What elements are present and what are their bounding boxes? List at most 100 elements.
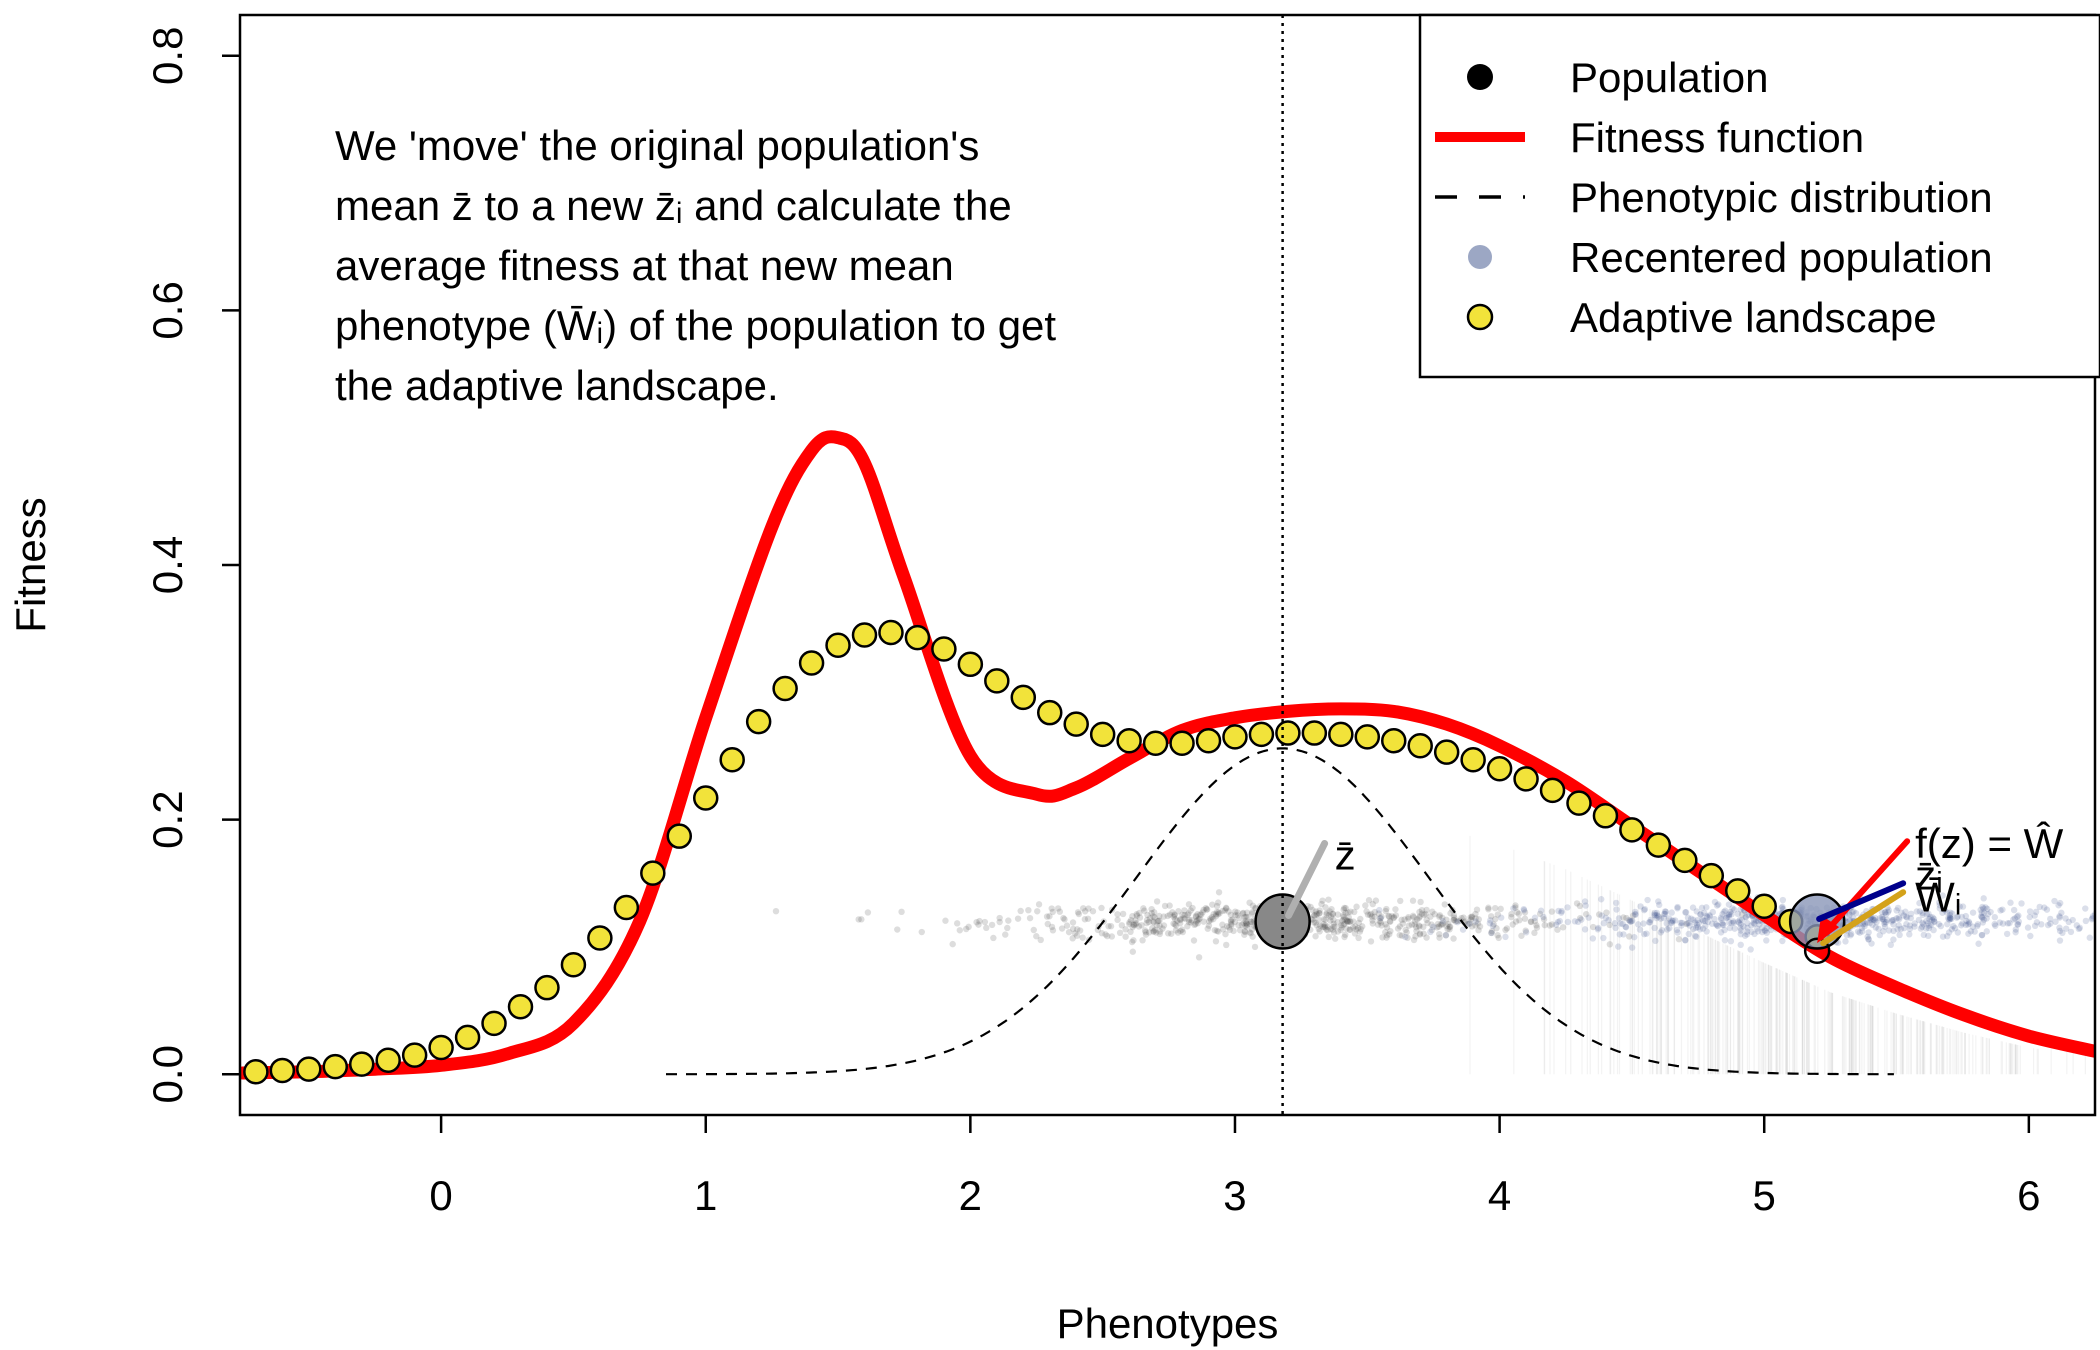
population-point xyxy=(1114,916,1121,924)
x-tick-label: 0 xyxy=(429,1172,452,1219)
recentered-point xyxy=(1721,926,1728,934)
population-point xyxy=(858,916,865,923)
recentered-point xyxy=(1983,928,1990,935)
recentered-point xyxy=(1652,937,1659,945)
population-point xyxy=(1156,928,1164,935)
population-point xyxy=(1169,909,1176,916)
population-point xyxy=(1405,922,1413,929)
recentered-point xyxy=(1911,920,1918,927)
population-point xyxy=(1316,910,1323,917)
recentered-point xyxy=(1555,907,1562,915)
population-point xyxy=(1231,918,1239,926)
population-point xyxy=(1246,920,1254,928)
population-point xyxy=(1034,908,1041,915)
recentered-point xyxy=(1655,901,1663,909)
fitness-function-line xyxy=(240,430,2095,1080)
recentered-point xyxy=(2088,916,2095,923)
recentered-point xyxy=(1946,915,1954,923)
population-point xyxy=(1231,908,1239,915)
adaptive-landscape-point xyxy=(507,994,534,1020)
recentered-point xyxy=(1666,924,1673,932)
recentered-point xyxy=(1706,913,1713,920)
recentered-point xyxy=(1717,916,1725,923)
legend-label: Adaptive landscape xyxy=(1570,294,1937,341)
recentered-point xyxy=(1632,911,1639,919)
legend-box xyxy=(1418,13,2100,379)
recentered-point xyxy=(1882,908,1889,916)
population-point xyxy=(1472,915,1479,922)
population-point xyxy=(1319,897,1326,904)
population-point xyxy=(1327,913,1335,921)
recentered-point xyxy=(2056,899,2064,907)
recentered-point xyxy=(1634,921,1642,928)
recentered-point xyxy=(1751,920,1758,928)
population-point xyxy=(1150,919,1157,926)
population-point xyxy=(1108,933,1116,940)
population-point xyxy=(1174,917,1181,924)
recentered-point xyxy=(2047,915,2054,923)
x-tick-label: 4 xyxy=(1488,1172,1511,1219)
population-point xyxy=(1329,910,1336,918)
population-point xyxy=(1227,917,1235,924)
recentered-point xyxy=(1728,911,1735,918)
population-point xyxy=(1177,916,1184,924)
y-axis-title: Fitness xyxy=(7,497,54,632)
recentered-point xyxy=(1865,935,1872,943)
population-point xyxy=(1136,909,1143,917)
population-point xyxy=(1014,915,1022,922)
recentered-point xyxy=(1741,932,1749,939)
recentered-point xyxy=(1612,924,1619,932)
population-point xyxy=(1242,922,1249,930)
wbar-i-label: W̄ᵢ xyxy=(1915,873,1961,920)
recentered-point xyxy=(1684,914,1692,921)
population-point xyxy=(1168,930,1175,937)
population-point xyxy=(1626,917,1634,924)
population-point xyxy=(1207,915,1214,922)
recentered-point xyxy=(1701,909,1708,917)
recentered-point xyxy=(1992,922,1999,929)
adaptive-landscape-point xyxy=(1407,733,1433,759)
adaptive-landscape-point xyxy=(613,894,640,921)
recentered-point xyxy=(1903,913,1910,920)
population-point xyxy=(1164,912,1171,920)
recentered-point xyxy=(1982,904,1989,911)
population-point xyxy=(1497,905,1504,913)
population-point xyxy=(1362,902,1369,909)
recentered-point xyxy=(1651,909,1658,917)
recentered-point xyxy=(1894,926,1901,933)
recentered-point xyxy=(1725,901,1733,908)
population-point xyxy=(1240,919,1247,927)
recentered-point xyxy=(1520,905,1527,913)
zbar-i-arrow xyxy=(1816,880,1907,922)
population-point xyxy=(1398,932,1406,939)
population-point xyxy=(1142,928,1149,936)
population-point xyxy=(1390,914,1397,922)
fz-arrow-head xyxy=(1817,915,1840,944)
population-point xyxy=(1546,922,1553,929)
recentered-point xyxy=(2015,912,2022,919)
recentered-point xyxy=(1472,918,1479,925)
population-point xyxy=(1128,938,1136,946)
population-point xyxy=(1357,915,1364,923)
population-point xyxy=(1372,897,1380,904)
population-point xyxy=(1104,932,1111,940)
population-point xyxy=(1320,921,1327,928)
recentered-point xyxy=(1971,928,1978,935)
recentered-point xyxy=(1693,933,1700,941)
fz-arrow xyxy=(1818,838,1911,941)
adaptive-landscape-point xyxy=(957,651,984,678)
population-point xyxy=(1340,916,1347,923)
population-point xyxy=(1116,929,1124,937)
population-point xyxy=(1312,933,1319,940)
population-point xyxy=(1156,922,1163,929)
annotation-line: mean z̄ to a new z̄ᵢ and calculate the xyxy=(335,182,1012,229)
population-point xyxy=(1392,906,1399,913)
recentered-point xyxy=(2044,921,2052,929)
population-point xyxy=(1329,926,1336,933)
population-point xyxy=(1151,909,1158,916)
population-point xyxy=(1327,925,1334,933)
recentered-point xyxy=(1876,931,1883,939)
recentered-point xyxy=(1742,913,1749,921)
adaptive-landscape-point xyxy=(428,1034,454,1061)
population-scatter xyxy=(772,889,2095,961)
